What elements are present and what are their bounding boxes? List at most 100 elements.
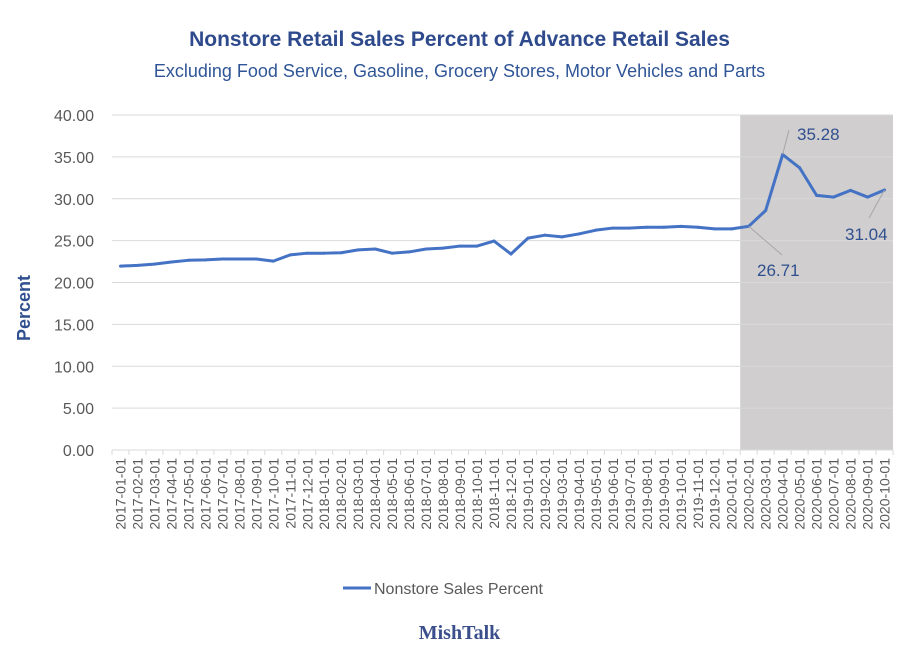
x-tick-label: 2018-07-01 bbox=[418, 458, 434, 530]
data-point bbox=[849, 188, 853, 192]
x-tick-label: 2018-12-01 bbox=[503, 458, 519, 530]
leader-line bbox=[782, 129, 790, 155]
x-tick-label: 2018-01-01 bbox=[316, 458, 332, 530]
y-tick-label: 20.00 bbox=[54, 276, 94, 293]
x-tick-label: 2017-01-01 bbox=[112, 458, 128, 530]
x-tick-label: 2019-09-01 bbox=[656, 458, 672, 530]
x-tick-label: 2017-03-01 bbox=[146, 458, 162, 530]
series-line bbox=[120, 153, 886, 268]
x-tick-label: 2020-05-01 bbox=[792, 458, 808, 530]
data-point bbox=[271, 259, 275, 263]
data-point bbox=[611, 226, 615, 230]
data-point bbox=[713, 227, 717, 231]
data-point bbox=[645, 225, 649, 229]
x-tick-label: 2019-01-01 bbox=[520, 458, 536, 530]
y-tick-label: 10.00 bbox=[54, 359, 94, 376]
data-point bbox=[577, 232, 581, 236]
chart-subtitle: Excluding Food Service, Gasoline, Grocer… bbox=[153, 61, 766, 81]
x-tick-label: 2017-09-01 bbox=[248, 458, 264, 530]
y-tick-label: 30.00 bbox=[54, 192, 94, 209]
y-tick-label: 25.00 bbox=[54, 234, 94, 251]
legend-label: Nonstore Sales Percent bbox=[374, 581, 544, 598]
x-tick-label: 2020-10-01 bbox=[877, 458, 893, 530]
data-point bbox=[424, 247, 428, 251]
data-point bbox=[815, 193, 819, 197]
data-point bbox=[509, 252, 513, 256]
data-point bbox=[679, 224, 683, 228]
x-tick-label: 2019-11-01 bbox=[690, 458, 706, 529]
chart-title: Nonstore Retail Sales Percent of Advance… bbox=[189, 28, 730, 51]
data-point bbox=[475, 244, 479, 248]
data-point bbox=[152, 262, 156, 266]
data-point bbox=[135, 263, 139, 267]
x-tick-label: 2018-08-01 bbox=[435, 458, 451, 530]
data-point bbox=[118, 264, 122, 268]
y-tick-label: 35.00 bbox=[54, 150, 94, 167]
x-tick-label: 2017-02-01 bbox=[129, 458, 145, 530]
data-point bbox=[305, 251, 309, 255]
data-point bbox=[492, 239, 496, 243]
data-point bbox=[339, 251, 343, 255]
x-tick-label: 2020-08-01 bbox=[843, 458, 859, 530]
x-tick-label: 2017-04-01 bbox=[163, 458, 179, 530]
x-tick-label: 2018-04-01 bbox=[367, 458, 383, 530]
data-point bbox=[832, 195, 836, 199]
x-tick-label: 2017-06-01 bbox=[197, 458, 213, 530]
data-point bbox=[288, 253, 292, 257]
data-point bbox=[220, 257, 224, 261]
x-tick-label: 2020-07-01 bbox=[826, 458, 842, 530]
data-label: 26.71 bbox=[757, 261, 800, 280]
data-point bbox=[407, 250, 411, 254]
x-tick-label: 2020-03-01 bbox=[758, 458, 774, 530]
y-tick-label: 15.00 bbox=[54, 317, 94, 334]
logo-text: MishTalk bbox=[418, 622, 501, 644]
x-tick-label: 2019-12-01 bbox=[707, 458, 723, 530]
x-tick-label: 2019-10-01 bbox=[673, 458, 689, 530]
x-tick-label: 2019-07-01 bbox=[622, 458, 638, 530]
data-point bbox=[390, 251, 394, 255]
y-tick-label: 5.00 bbox=[63, 401, 94, 418]
data-point bbox=[441, 246, 445, 250]
x-tick-label: 2018-05-01 bbox=[384, 458, 400, 530]
data-label: 35.28 bbox=[797, 125, 840, 144]
x-tick-label: 2017-05-01 bbox=[180, 458, 196, 530]
x-tick-label: 2019-08-01 bbox=[639, 458, 655, 530]
data-point bbox=[543, 233, 547, 237]
data-point bbox=[764, 208, 768, 212]
data-point bbox=[594, 228, 598, 232]
x-tick-label: 2020-06-01 bbox=[809, 458, 825, 530]
leader-line bbox=[748, 225, 783, 256]
data-point bbox=[254, 257, 258, 261]
data-point bbox=[866, 195, 870, 199]
x-tick-label: 2019-04-01 bbox=[571, 458, 587, 530]
x-tick-label: 2018-02-01 bbox=[333, 458, 349, 530]
x-tick-label: 2017-11-01 bbox=[282, 458, 298, 529]
data-point bbox=[730, 227, 734, 231]
x-tick-label: 2019-06-01 bbox=[605, 458, 621, 530]
data-point bbox=[560, 235, 564, 239]
x-tick-label: 2020-01-01 bbox=[724, 458, 740, 530]
x-tick-label: 2018-03-01 bbox=[350, 458, 366, 530]
data-point bbox=[662, 225, 666, 229]
data-point bbox=[798, 166, 802, 170]
data-label: 31.04 bbox=[845, 225, 888, 244]
x-tick-label: 2017-07-01 bbox=[214, 458, 230, 530]
x-tick-label: 2017-08-01 bbox=[231, 458, 247, 530]
x-tick-label: 2017-12-01 bbox=[299, 458, 315, 530]
data-point bbox=[237, 257, 241, 261]
x-tick-label: 2018-11-01 bbox=[486, 458, 502, 529]
data-point bbox=[322, 251, 326, 255]
data-point bbox=[169, 260, 173, 264]
data-point bbox=[628, 226, 632, 230]
y-tick-label: 40.00 bbox=[54, 108, 94, 125]
data-point bbox=[356, 248, 360, 252]
y-tick-label: 0.00 bbox=[63, 443, 94, 460]
x-tick-label: 2018-10-01 bbox=[469, 458, 485, 530]
x-tick-label: 2019-02-01 bbox=[537, 458, 553, 530]
data-point bbox=[203, 258, 207, 262]
x-tick-label: 2017-10-01 bbox=[265, 458, 281, 530]
x-tick-label: 2019-03-01 bbox=[554, 458, 570, 530]
x-tick-label: 2020-02-01 bbox=[741, 458, 757, 530]
